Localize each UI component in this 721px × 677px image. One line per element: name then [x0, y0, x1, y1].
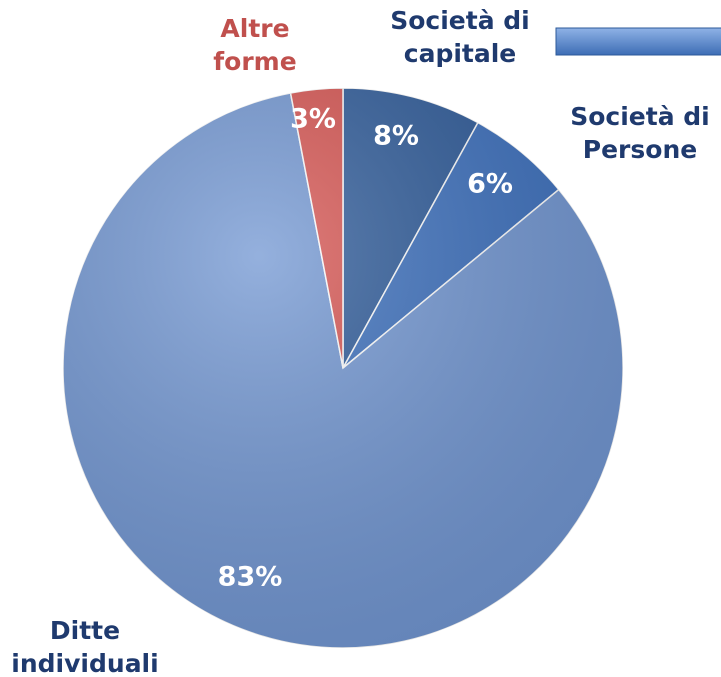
category-label-line: forme [213, 47, 296, 76]
value-label: 3% [290, 104, 336, 135]
value-label: 8% [373, 121, 419, 152]
value-label: 83% [218, 562, 283, 593]
category-label-line: Ditte [50, 616, 120, 645]
category-label-line: Altre [220, 14, 289, 43]
category-label: Società di Persone [570, 102, 710, 164]
category-label: Ditte individuali [11, 616, 158, 677]
category-label-line: Società di [390, 6, 530, 35]
category-label-line: capitale [404, 39, 517, 68]
category-label-line: Società di [570, 102, 710, 131]
category-label-line: Persone [583, 135, 697, 164]
legend-bar [555, 27, 721, 56]
category-label-line: individuali [11, 649, 158, 677]
category-label: Società di capitale [390, 6, 530, 68]
category-label: Altre forme [213, 14, 296, 76]
value-label: 6% [467, 169, 513, 200]
